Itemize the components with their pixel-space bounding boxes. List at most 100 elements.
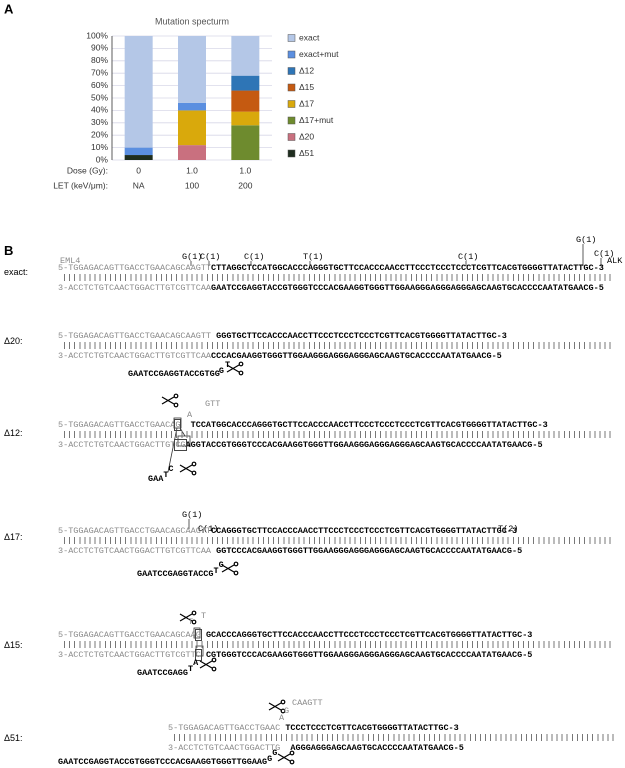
sequence-segment: 5-TGGAGACAGTTGACCTGAACA — [58, 420, 176, 430]
y-tick-label: 80% — [91, 55, 108, 65]
bar-segment — [124, 155, 153, 160]
bottom-strand: 3-ACCTCTGTCAACTGGACTTGTCGTTC CGTGGGTCCCAC… — [58, 649, 532, 661]
bar-segment — [231, 36, 260, 76]
sequence-segment: 5-TGGAGACAGTTGACCTGAACAGCAA — [58, 630, 196, 640]
flap-base: T — [188, 664, 194, 674]
bar-segment — [231, 90, 260, 112]
scissors-icon — [268, 699, 286, 714]
x-tick-label: 1.0 — [239, 165, 251, 175]
top-strand: 5-TGGAGACAGTTGACCTGAACAG TCCATGGCACCCAGGG… — [58, 419, 548, 431]
bottom-strand: 3-ACCTCTGTCAACTGGACTTGTCGTTCAAGAATCCGAGG… — [58, 283, 604, 293]
flap-base: GAATCCGAGG — [137, 668, 189, 678]
base-pairs — [174, 734, 614, 741]
handle — [211, 666, 217, 672]
legend-swatch — [287, 100, 296, 108]
bar-segment — [178, 145, 206, 160]
legend-label: exact+mut — [299, 49, 339, 59]
flap-base: G — [272, 748, 278, 758]
row-label: Δ12: — [4, 428, 23, 438]
blade — [179, 464, 193, 473]
bar-segment — [124, 147, 153, 156]
sequence-segment: 3-ACCTCTGTCAACTGGACTTGT — [58, 440, 176, 450]
handle — [173, 393, 179, 399]
flap-base: G — [267, 754, 273, 764]
bottom-strand: 3-ACCTCTGTCAACTGGACTTGTCGTTCAA GGTCCCACGA… — [58, 546, 522, 556]
panel-label: B — [4, 243, 14, 258]
flap-base: GAATCCGAGGTACCGTGGGTCCCACGAAGGTGGGTTGGAA… — [58, 757, 268, 767]
top-strand: 5-TGGAGACAGTTGACCTGAACAGCAAG GCACCCAGGGTG… — [58, 629, 533, 641]
row-label: Δ20: — [4, 336, 23, 346]
sequence-segment: TCCCTCCCTCGTTCACGTGGGGTTATACTTGC-3 — [285, 723, 459, 733]
blade — [161, 396, 175, 405]
scissors-icon — [161, 393, 179, 408]
handle — [173, 402, 179, 408]
legend-label: Δ20 — [299, 131, 314, 141]
blade — [268, 702, 282, 711]
base-pairs — [64, 431, 612, 438]
flap: GAATCCGAGGTA — [137, 658, 198, 678]
mutation-label: C(1) — [594, 249, 615, 259]
mutation-label: G(1) — [182, 510, 203, 520]
mutation-label: C(1) — [244, 252, 265, 262]
flap: GAATCCGAGGTACCGTG — [137, 560, 224, 579]
gene-label: EML4 — [60, 256, 81, 266]
row-label: Δ51: — [4, 733, 23, 743]
sequence-segment: 3-ACCTCTGTCAACTGGACTTGTCGTTCAA — [58, 546, 212, 556]
mutation-label: C(1) — [200, 252, 221, 262]
handle — [289, 759, 295, 765]
mutation-label: T(2) — [498, 524, 519, 534]
sequence-segment: 3-ACCTCTGTCAACTGGACTTG — [168, 743, 281, 753]
x-tick-label: NA — [133, 180, 145, 190]
handle — [191, 470, 197, 476]
sequence-segment: 5-TGGAGACAGTTGACCTGAACAGCAAGTT — [58, 526, 212, 536]
blade — [199, 660, 213, 669]
overhang: GTT — [205, 399, 221, 409]
bar-segment — [124, 36, 153, 148]
legend-label: Δ12 — [299, 65, 314, 75]
flap-base: GAA — [148, 474, 164, 484]
sequence-segment: GAATCCGAGGTACCGTGGGTCCCACGAAGGTGGGTTGGAA… — [211, 283, 604, 293]
sequence-segment: GGTCCCACGAAGGTGGGTTGGAAGGGAGGGAGGGAGCAAG… — [216, 546, 523, 556]
mutation-label: T(1) — [303, 252, 324, 262]
base-pairs — [64, 537, 612, 544]
y-tick-label: 90% — [91, 43, 108, 53]
base-pairs — [64, 641, 612, 648]
flap-base: GAATCCGAGGTACCGTGG — [128, 369, 220, 379]
row-label: LET (keV/μm): — [53, 180, 108, 190]
flap-base: T — [163, 470, 169, 480]
sequence-segment: GCACCCAGGGTGCTTCCACCCAACCTTCCCTCCCTCCCTC… — [205, 630, 533, 640]
sequence-segment: CCCACGAAGGTGGGTTGGAAGGGAGGGAGGGAGCAAGTGC… — [211, 351, 502, 361]
handle — [191, 610, 197, 616]
bar-segment — [231, 75, 260, 91]
row-label: Δ17: — [4, 532, 23, 542]
flap-base: G — [218, 366, 224, 376]
bar-segment — [178, 110, 206, 146]
y-tick-label: 60% — [91, 80, 108, 90]
bottom-strand: 3-ACCTCTGTCAACTGGACTTGTCGAGGTACCGTGGGTCC… — [58, 439, 543, 451]
flap: GAATCCGAGGTACCGTGGGTCCCACGAAGGTGGGTTGGAA… — [58, 748, 277, 767]
sequence-segment: C — [194, 649, 202, 661]
mutation-label: C(1) — [198, 524, 219, 534]
handle — [233, 561, 239, 567]
y-tick-label: 0% — [96, 154, 109, 164]
y-tick-label: 40% — [91, 105, 108, 115]
y-tick-label: 50% — [91, 92, 108, 102]
overhang: T — [201, 611, 207, 621]
legend-label: exact — [299, 32, 320, 42]
mutation-label: C(1) — [458, 252, 479, 262]
sequence-segment: G — [174, 419, 182, 431]
sequence-segment: 5-TGGAGACAGTTGACCTGAACAGCAAGTT — [58, 263, 212, 273]
chart-title: Mutation specturm — [155, 16, 229, 26]
legend-label: Δ15 — [299, 82, 314, 92]
scissors-icon — [179, 461, 197, 476]
scissors-icon — [199, 657, 217, 672]
legend-swatch — [287, 50, 296, 59]
sequence-segment: CTTAGGCTCCATGGCACCCAGGGTGCTTCCACCCAACCTT… — [211, 263, 604, 273]
handle — [238, 370, 244, 376]
top-strand: 5-TGGAGACAGTTGACCTGAACAGCAAGTTCTTAGGCTCC… — [58, 263, 604, 273]
x-tick-label: 1.0 — [186, 165, 198, 175]
bar-segment — [178, 102, 206, 111]
blade — [179, 464, 193, 473]
x-tick-label: 100 — [185, 180, 199, 190]
